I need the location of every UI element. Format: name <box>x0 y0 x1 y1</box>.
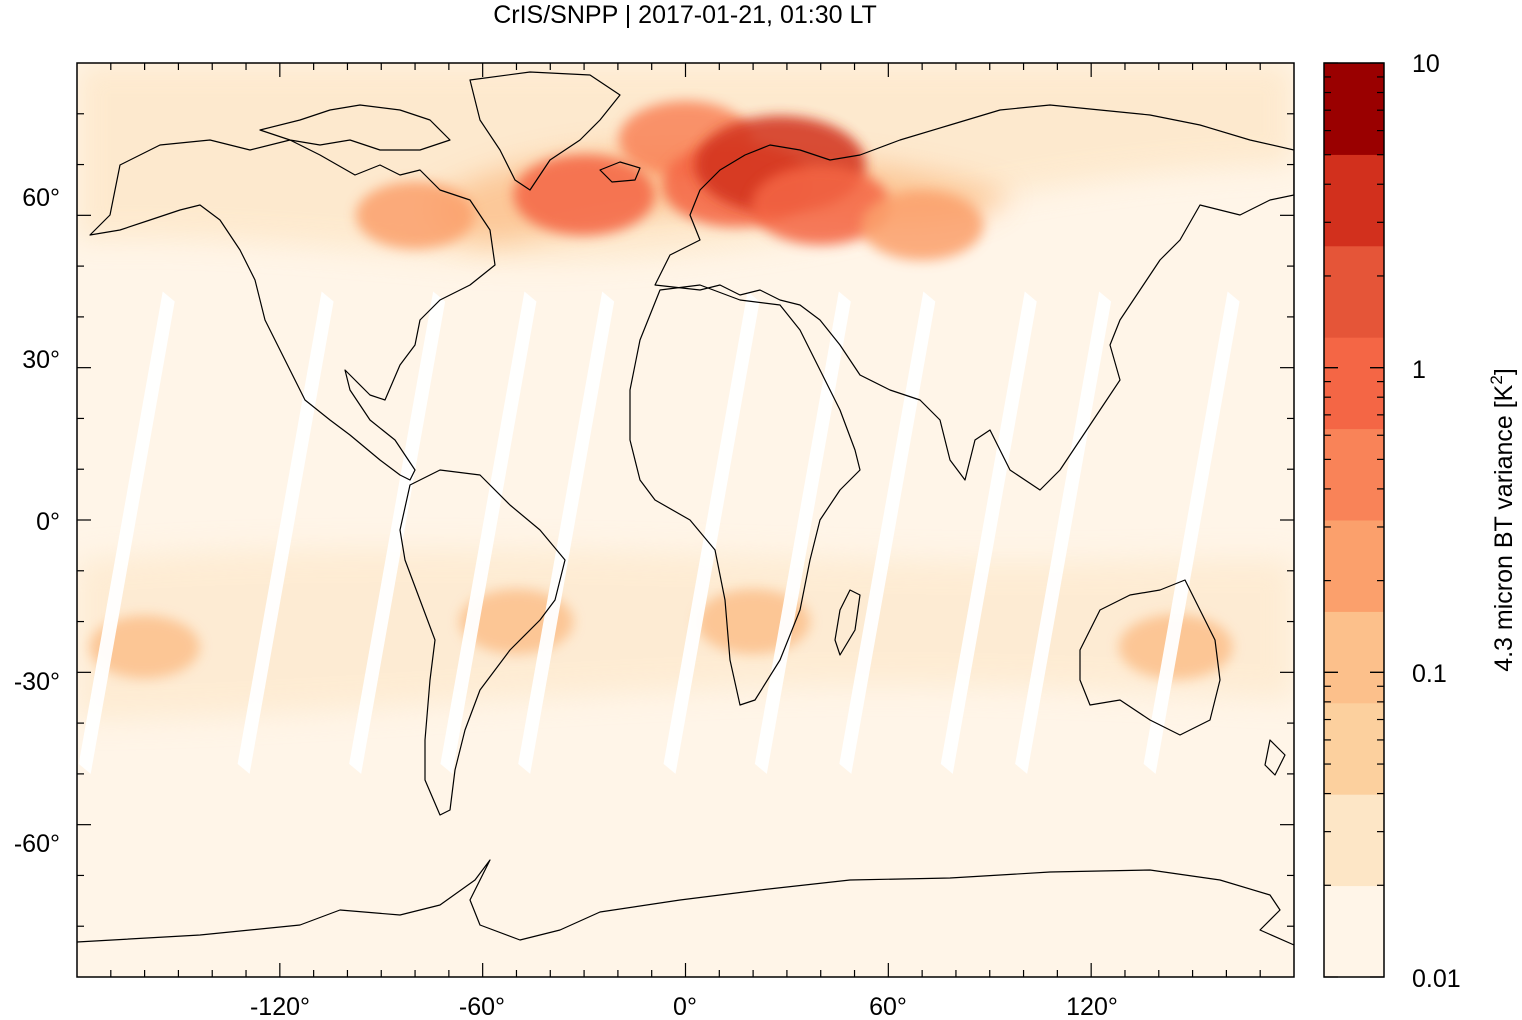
coast-australia <box>1079 579 1221 736</box>
coast-eurasia <box>654 104 1294 491</box>
orbit-gap <box>839 291 936 774</box>
orbit-gap <box>754 291 851 774</box>
colorbar-block <box>1324 245 1384 338</box>
x-tick-label: -120° <box>250 993 310 1020</box>
y-tick-label: 30° <box>22 346 60 374</box>
colorbar-block <box>1324 885 1384 978</box>
variance-hotspot <box>89 615 200 679</box>
map-plot-area <box>76 62 1295 978</box>
colorbar-block <box>1324 337 1384 430</box>
variance-hotspot <box>513 154 655 236</box>
x-tick-label: -60° <box>459 993 505 1020</box>
colorbar-block <box>1324 63 1384 155</box>
colorbar-tick-label: 10 <box>1412 50 1440 78</box>
y-tick-label: 60° <box>22 184 60 212</box>
variance-hotspot <box>751 165 891 245</box>
coast-south-america <box>399 469 566 816</box>
y-axis-labels: 60° 30° 0° -30° -60° <box>14 184 60 858</box>
coast-madagascar <box>834 589 861 656</box>
orbit-gap <box>1015 291 1112 774</box>
colorbar-blocks <box>1324 63 1384 978</box>
colorbar-frame <box>1323 62 1385 978</box>
orbit-gap <box>518 291 615 774</box>
orbit-gap <box>663 291 760 774</box>
coast-antarctica <box>77 859 1294 946</box>
colorbar-block <box>1324 794 1384 887</box>
map-ticks <box>77 63 1294 977</box>
colorbar-tick-label: 1 <box>1412 356 1426 384</box>
y-tick-label: 0° <box>36 508 60 536</box>
x-tick-label: 120° <box>1066 993 1118 1020</box>
x-tick-label: 60° <box>869 993 907 1020</box>
y-tick-label: -30° <box>14 668 60 696</box>
variance-hotspot <box>861 190 984 261</box>
colorbar-tick-label: 0.01 <box>1412 965 1461 993</box>
coast-north-america <box>89 139 496 481</box>
x-axis-labels: -120° -60° 0° 60° 120° <box>250 993 1118 1020</box>
coast-arctic-islands <box>259 104 451 151</box>
orbit-gap <box>440 291 537 774</box>
colorbar-axis-label: 4.3 micron BT variance [K2] <box>1487 368 1518 672</box>
colorbar-block <box>1324 702 1384 795</box>
coast-greenland <box>469 71 621 191</box>
coast-africa <box>629 284 861 706</box>
x-tick-label: 0° <box>673 993 697 1020</box>
orbit-gap <box>1143 291 1240 774</box>
coast-new-zealand <box>1264 739 1286 776</box>
colorbar-block <box>1324 154 1384 247</box>
variance-hotspots <box>89 101 1233 680</box>
coastlines <box>77 71 1294 946</box>
colorbar-tick-label: 0.1 <box>1412 660 1447 688</box>
colorbar-block <box>1324 428 1384 521</box>
orbit-gap <box>349 291 446 774</box>
colorbar: 10 1 0.1 0.01 4.3 micron BT variance [K2… <box>1323 50 1518 993</box>
colorbar-ticks <box>1324 62 1384 978</box>
orbit-gap <box>940 291 1037 774</box>
colorbar-block <box>1324 611 1384 704</box>
colorbar-block <box>1324 520 1384 612</box>
variance-hotspot <box>355 181 475 250</box>
orbit-gap <box>237 291 334 774</box>
orbit-gaps <box>78 291 1240 774</box>
y-tick-label: -60° <box>14 830 60 858</box>
map-title: CrIS/SNPP | 2017-01-21, 01:30 LT <box>493 1 877 29</box>
coast-iceland <box>599 161 641 183</box>
orbit-gap <box>78 291 175 774</box>
